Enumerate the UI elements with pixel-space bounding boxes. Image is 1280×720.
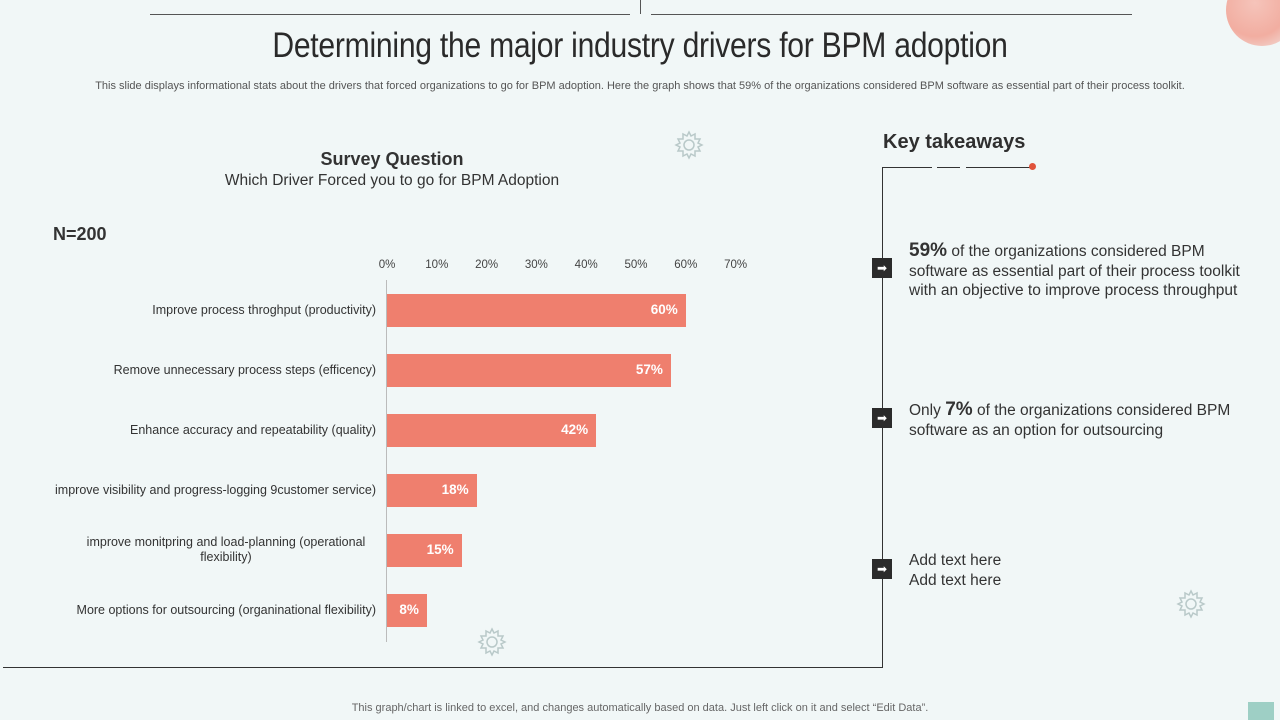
page-subtitle: This slide displays informational stats … bbox=[95, 80, 1185, 92]
top-divider-mark bbox=[640, 0, 641, 14]
takeaways-title: Key takeaways bbox=[883, 131, 1026, 153]
bar[interactable] bbox=[387, 593, 427, 627]
y-axis-line bbox=[386, 280, 387, 642]
x-tick-label: 60% bbox=[674, 259, 698, 271]
category-label: More options for outsourcing (organinati… bbox=[76, 602, 376, 617]
gear-icon bbox=[1176, 589, 1206, 619]
survey-heading: Survey Question bbox=[320, 149, 464, 169]
x-tick-label: 40% bbox=[574, 259, 598, 271]
category-label: Remove unnecessary process steps (effice… bbox=[113, 362, 376, 377]
x-tick-label: 10% bbox=[425, 259, 449, 271]
survey-question: Which Driver Forced you to go for BPM Ad… bbox=[224, 172, 560, 189]
bar[interactable] bbox=[387, 413, 597, 447]
category-label: improve monitpring and load-planning (op… bbox=[86, 535, 366, 564]
corner-decoration bbox=[1226, 0, 1280, 46]
top-divider-right bbox=[651, 14, 1132, 15]
footer-note: This graph/chart is linked to excel, and… bbox=[351, 702, 929, 714]
bar[interactable] bbox=[387, 473, 477, 507]
accent-dot bbox=[1029, 163, 1036, 170]
bar-value-label: 15% bbox=[426, 542, 454, 557]
bar-value-label: 57% bbox=[635, 362, 663, 377]
page-title: Determining the major industry drivers f… bbox=[272, 26, 1008, 65]
gear-icon bbox=[477, 627, 507, 657]
bar-value-label: 18% bbox=[441, 482, 469, 497]
bar-value-label: 60% bbox=[650, 302, 678, 317]
bar-chart[interactable]: 0% 10% 20% 30% 40% 50% 60% 70% Improve process t… bbox=[0, 250, 800, 650]
bar-value-label: 42% bbox=[561, 422, 589, 437]
x-tick-label: 20% bbox=[475, 259, 499, 271]
bar[interactable] bbox=[387, 293, 686, 327]
arrow-right-icon: ➡ bbox=[872, 258, 892, 278]
arrow-right-icon: ➡ bbox=[872, 408, 892, 428]
takeaway-2: Only 7% of the organizations considered … bbox=[909, 399, 1231, 439]
takeaway-3: Add text here Add text here bbox=[909, 552, 1002, 589]
sample-size: N=200 bbox=[53, 224, 107, 244]
x-tick-label: 0% bbox=[378, 259, 396, 271]
takeaway-1: 59% of the organizations considered BPM … bbox=[909, 240, 1240, 299]
takeaways-underline bbox=[882, 167, 1032, 168]
x-tick-label: 70% bbox=[724, 259, 748, 271]
x-tick-label: 30% bbox=[524, 259, 548, 271]
x-tick-label: 50% bbox=[624, 259, 648, 271]
corner-rect-decoration bbox=[1248, 702, 1274, 720]
category-label: improve visibility and progress-logging … bbox=[55, 482, 376, 497]
bar-value-label: 8% bbox=[399, 602, 419, 617]
frame-horizontal-line bbox=[3, 667, 883, 668]
category-label: Enhance accuracy and repeatability (qual… bbox=[130, 422, 376, 437]
gear-icon bbox=[674, 130, 704, 160]
bar[interactable] bbox=[387, 353, 671, 387]
category-label: Improve process throghput (productivity) bbox=[152, 302, 376, 317]
bar[interactable] bbox=[387, 533, 462, 567]
top-divider-left bbox=[150, 14, 630, 15]
arrow-right-icon: ➡ bbox=[872, 559, 892, 579]
